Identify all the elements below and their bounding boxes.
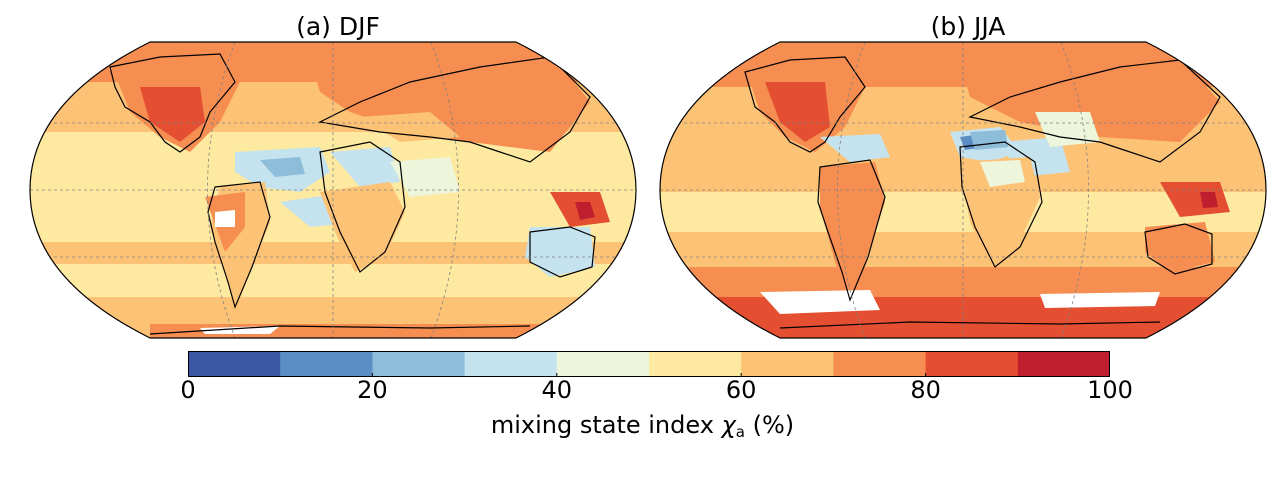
colorbar-label-unit: (%) (744, 411, 795, 439)
colorbar-swatch (556, 351, 650, 377)
colorbar-swatch (372, 351, 466, 377)
colorbar-border (188, 351, 1110, 377)
colorbar-swatch (925, 351, 1019, 377)
colorbar-tick-label: 100 (1087, 376, 1133, 404)
colorbar-swatch (188, 351, 281, 377)
colorbar-swatch (464, 351, 558, 377)
colorbar-tick-label: 0 (180, 376, 196, 404)
colorbar-swatch (280, 351, 373, 377)
colorbar-label-text: mixing state index (490, 411, 722, 439)
colorbar-label-subscript: a (735, 423, 745, 441)
colorbar-label-symbol: χ (721, 411, 736, 439)
panel-b-title: (b) JJA (930, 12, 1006, 41)
colorbar-label: mixing state index χa (%) (0, 410, 1285, 447)
colorbar-swatch (1017, 351, 1110, 377)
map-jja (659, 41, 1267, 339)
colorbar (188, 351, 1110, 377)
panel-a-title: (a) DJF (296, 12, 380, 41)
colorbar-tick-label: 80 (910, 376, 941, 404)
colorbar-tick-label: 60 (725, 376, 757, 404)
colorbar-tick-label: 40 (541, 376, 573, 404)
map-djf (29, 41, 637, 339)
colorbar-tick-label: 20 (357, 376, 388, 404)
colorbar-swatch (649, 351, 742, 377)
colorbar-swatch (833, 351, 927, 377)
colorbar-swatch (741, 351, 834, 377)
